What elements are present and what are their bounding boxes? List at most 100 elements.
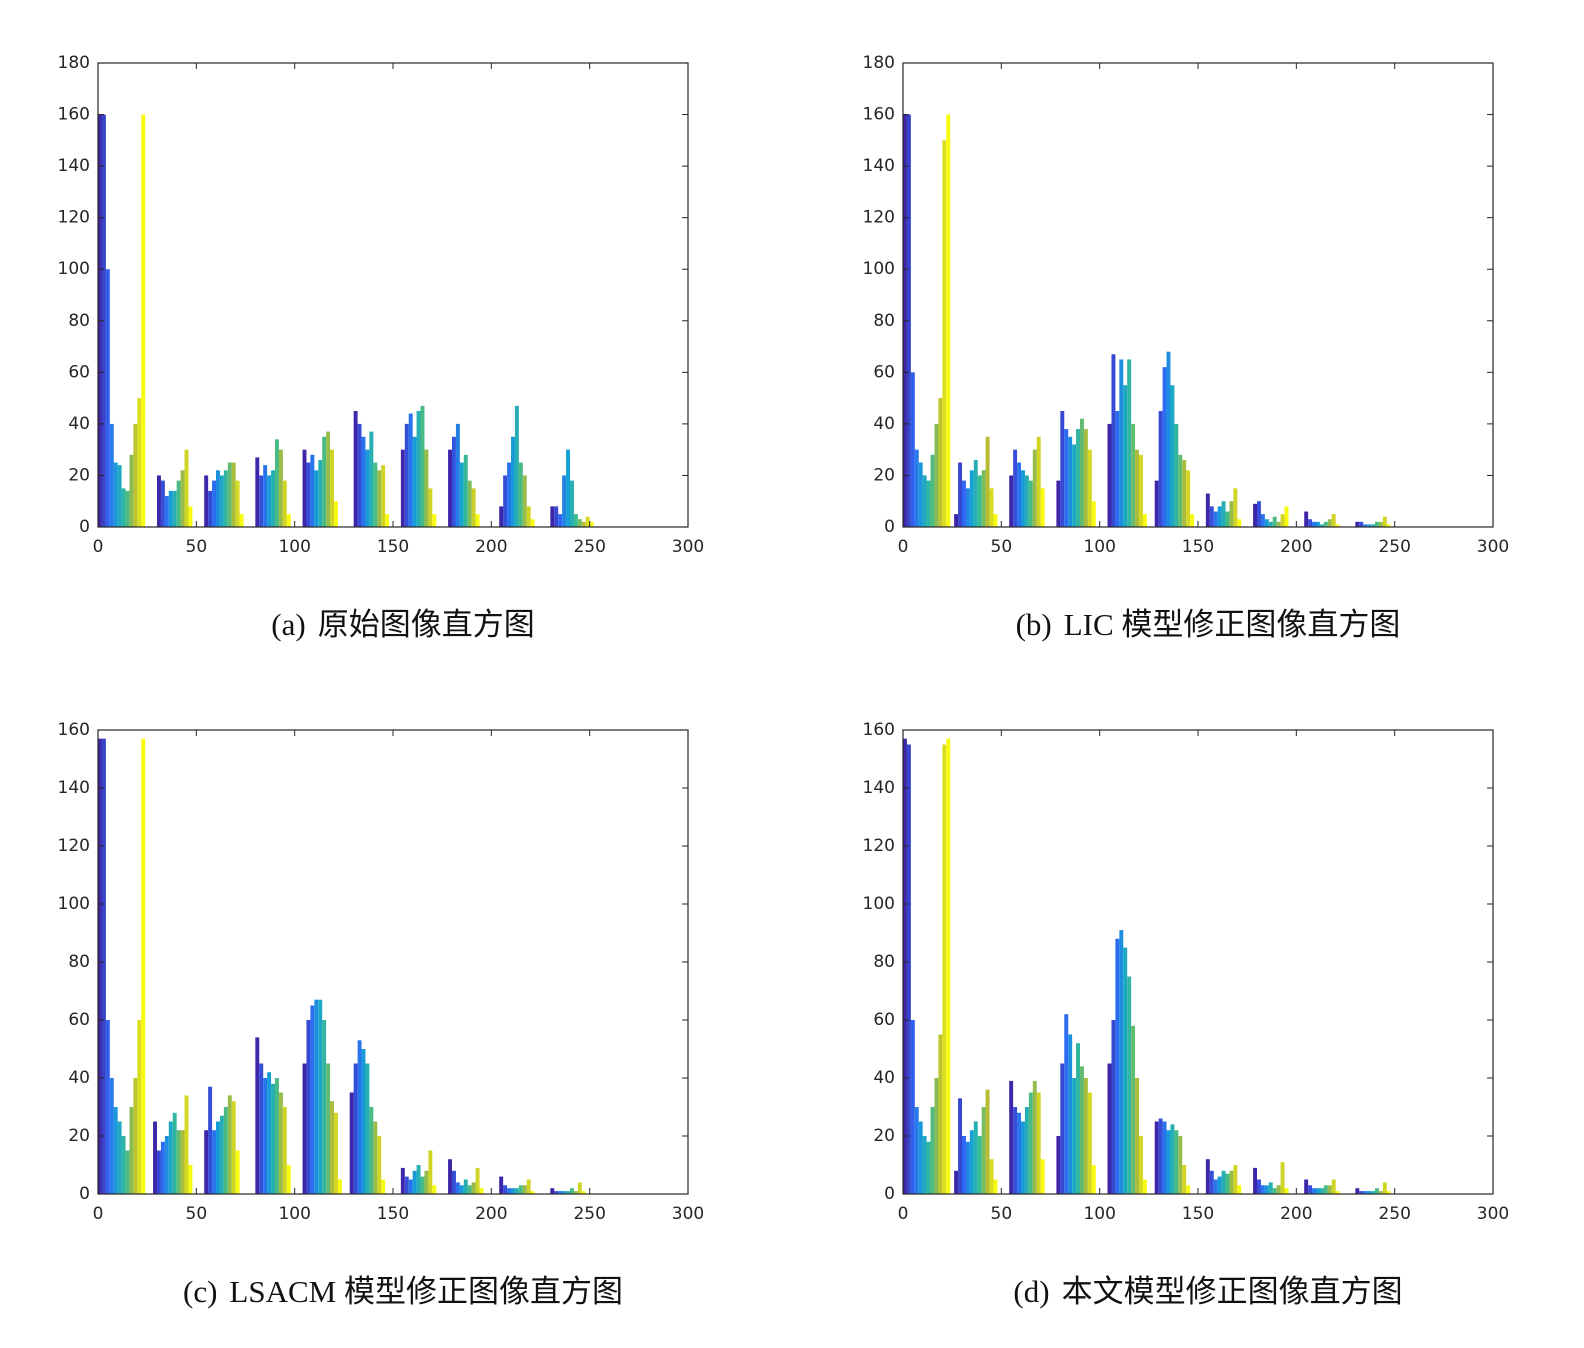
bar [1083, 1078, 1088, 1194]
bar [1158, 1118, 1163, 1194]
bar [938, 1034, 943, 1194]
bar [570, 480, 574, 527]
bar [105, 1020, 110, 1194]
bar [1174, 1130, 1179, 1194]
bar [1013, 1107, 1018, 1194]
y-tick-label: 120 [58, 836, 90, 856]
bar [330, 1101, 334, 1194]
y-tick-label: 0 [79, 517, 90, 537]
bar [550, 506, 555, 527]
bar [208, 1086, 213, 1194]
caption-label: (b) [1016, 607, 1052, 642]
bar [1331, 1179, 1336, 1194]
bar [125, 1150, 130, 1194]
bar [322, 1020, 327, 1194]
bar [1024, 1107, 1029, 1194]
bar [1280, 1162, 1285, 1194]
bar [424, 1170, 429, 1194]
bar [369, 431, 374, 527]
bar [530, 519, 535, 527]
bar [1371, 1191, 1375, 1194]
bar [981, 470, 986, 527]
x-tick-label: 200 [1280, 1204, 1312, 1224]
x-tick-label: 100 [278, 537, 310, 557]
bar [903, 738, 907, 1194]
bar [1237, 1185, 1242, 1194]
bar [428, 488, 433, 527]
bar [1040, 488, 1045, 527]
caption-label: (c) [183, 1274, 217, 1309]
bar [377, 1136, 382, 1194]
bar [1056, 480, 1061, 527]
y-tick-label: 140 [58, 156, 90, 176]
bar [1166, 351, 1171, 527]
bar [589, 521, 594, 527]
y-tick-label: 20 [68, 1126, 90, 1146]
bar [514, 1188, 519, 1194]
bar [1154, 480, 1159, 527]
bar [412, 436, 417, 527]
bar [235, 480, 240, 527]
bar [1091, 1165, 1096, 1194]
bar [1237, 519, 1242, 527]
caption-text: 原始图像直方图 [318, 607, 535, 642]
bar [1268, 1182, 1273, 1194]
bar [467, 480, 472, 527]
bar [1017, 1112, 1021, 1194]
bar [322, 436, 327, 527]
y-tick-label: 140 [863, 156, 895, 176]
bar [1319, 524, 1324, 527]
bar [989, 488, 994, 527]
bar [1107, 423, 1112, 527]
bar [353, 1063, 358, 1194]
bar [306, 462, 311, 527]
bar [1253, 503, 1257, 527]
bar [180, 470, 185, 527]
bar [212, 480, 216, 527]
bar [365, 449, 370, 527]
bar [1386, 524, 1391, 527]
bar [219, 1115, 224, 1194]
bar [577, 1182, 582, 1194]
bar [1209, 506, 1214, 527]
bar [1363, 524, 1368, 527]
bar [231, 462, 236, 527]
x-tick-label: 200 [475, 537, 507, 557]
bar [113, 462, 118, 527]
panel: 0 50 100 150 200 250 300 0 20 40 60 80 100 120 140 160 (… [58, 720, 705, 1309]
y-tick-label: 40 [68, 414, 90, 434]
bar [408, 1179, 413, 1194]
bar [554, 1191, 559, 1194]
bar [129, 1107, 134, 1194]
bar [566, 449, 570, 527]
bar [129, 454, 134, 527]
bar [369, 1107, 374, 1194]
bar [922, 475, 927, 527]
bar [463, 454, 468, 527]
bar [1028, 1092, 1033, 1194]
bar [977, 475, 982, 527]
bar [463, 1179, 468, 1194]
bar [962, 1136, 966, 1194]
bar [377, 470, 382, 527]
bar [1123, 947, 1128, 1194]
bar [125, 490, 130, 527]
bar [1335, 524, 1340, 527]
bar [511, 1188, 515, 1194]
x-tick-label: 300 [672, 1204, 704, 1224]
bar [1139, 454, 1143, 527]
bar [1028, 480, 1033, 527]
bar [1316, 1188, 1320, 1194]
bar [1021, 470, 1025, 527]
bar [452, 436, 456, 527]
bar [188, 1165, 193, 1194]
x-tick-label: 0 [93, 1204, 104, 1224]
panel: 0 50 100 150 200 250 300 0 20 40 60 80 100 120 140 160 1… [58, 53, 705, 642]
bar [160, 1141, 165, 1194]
x-tick-label: 250 [1378, 1204, 1410, 1224]
bar [310, 454, 315, 527]
bar [1186, 470, 1191, 527]
bar [1284, 506, 1289, 527]
x-tick-label: 100 [1083, 537, 1115, 557]
y-tick-label: 80 [873, 311, 895, 331]
